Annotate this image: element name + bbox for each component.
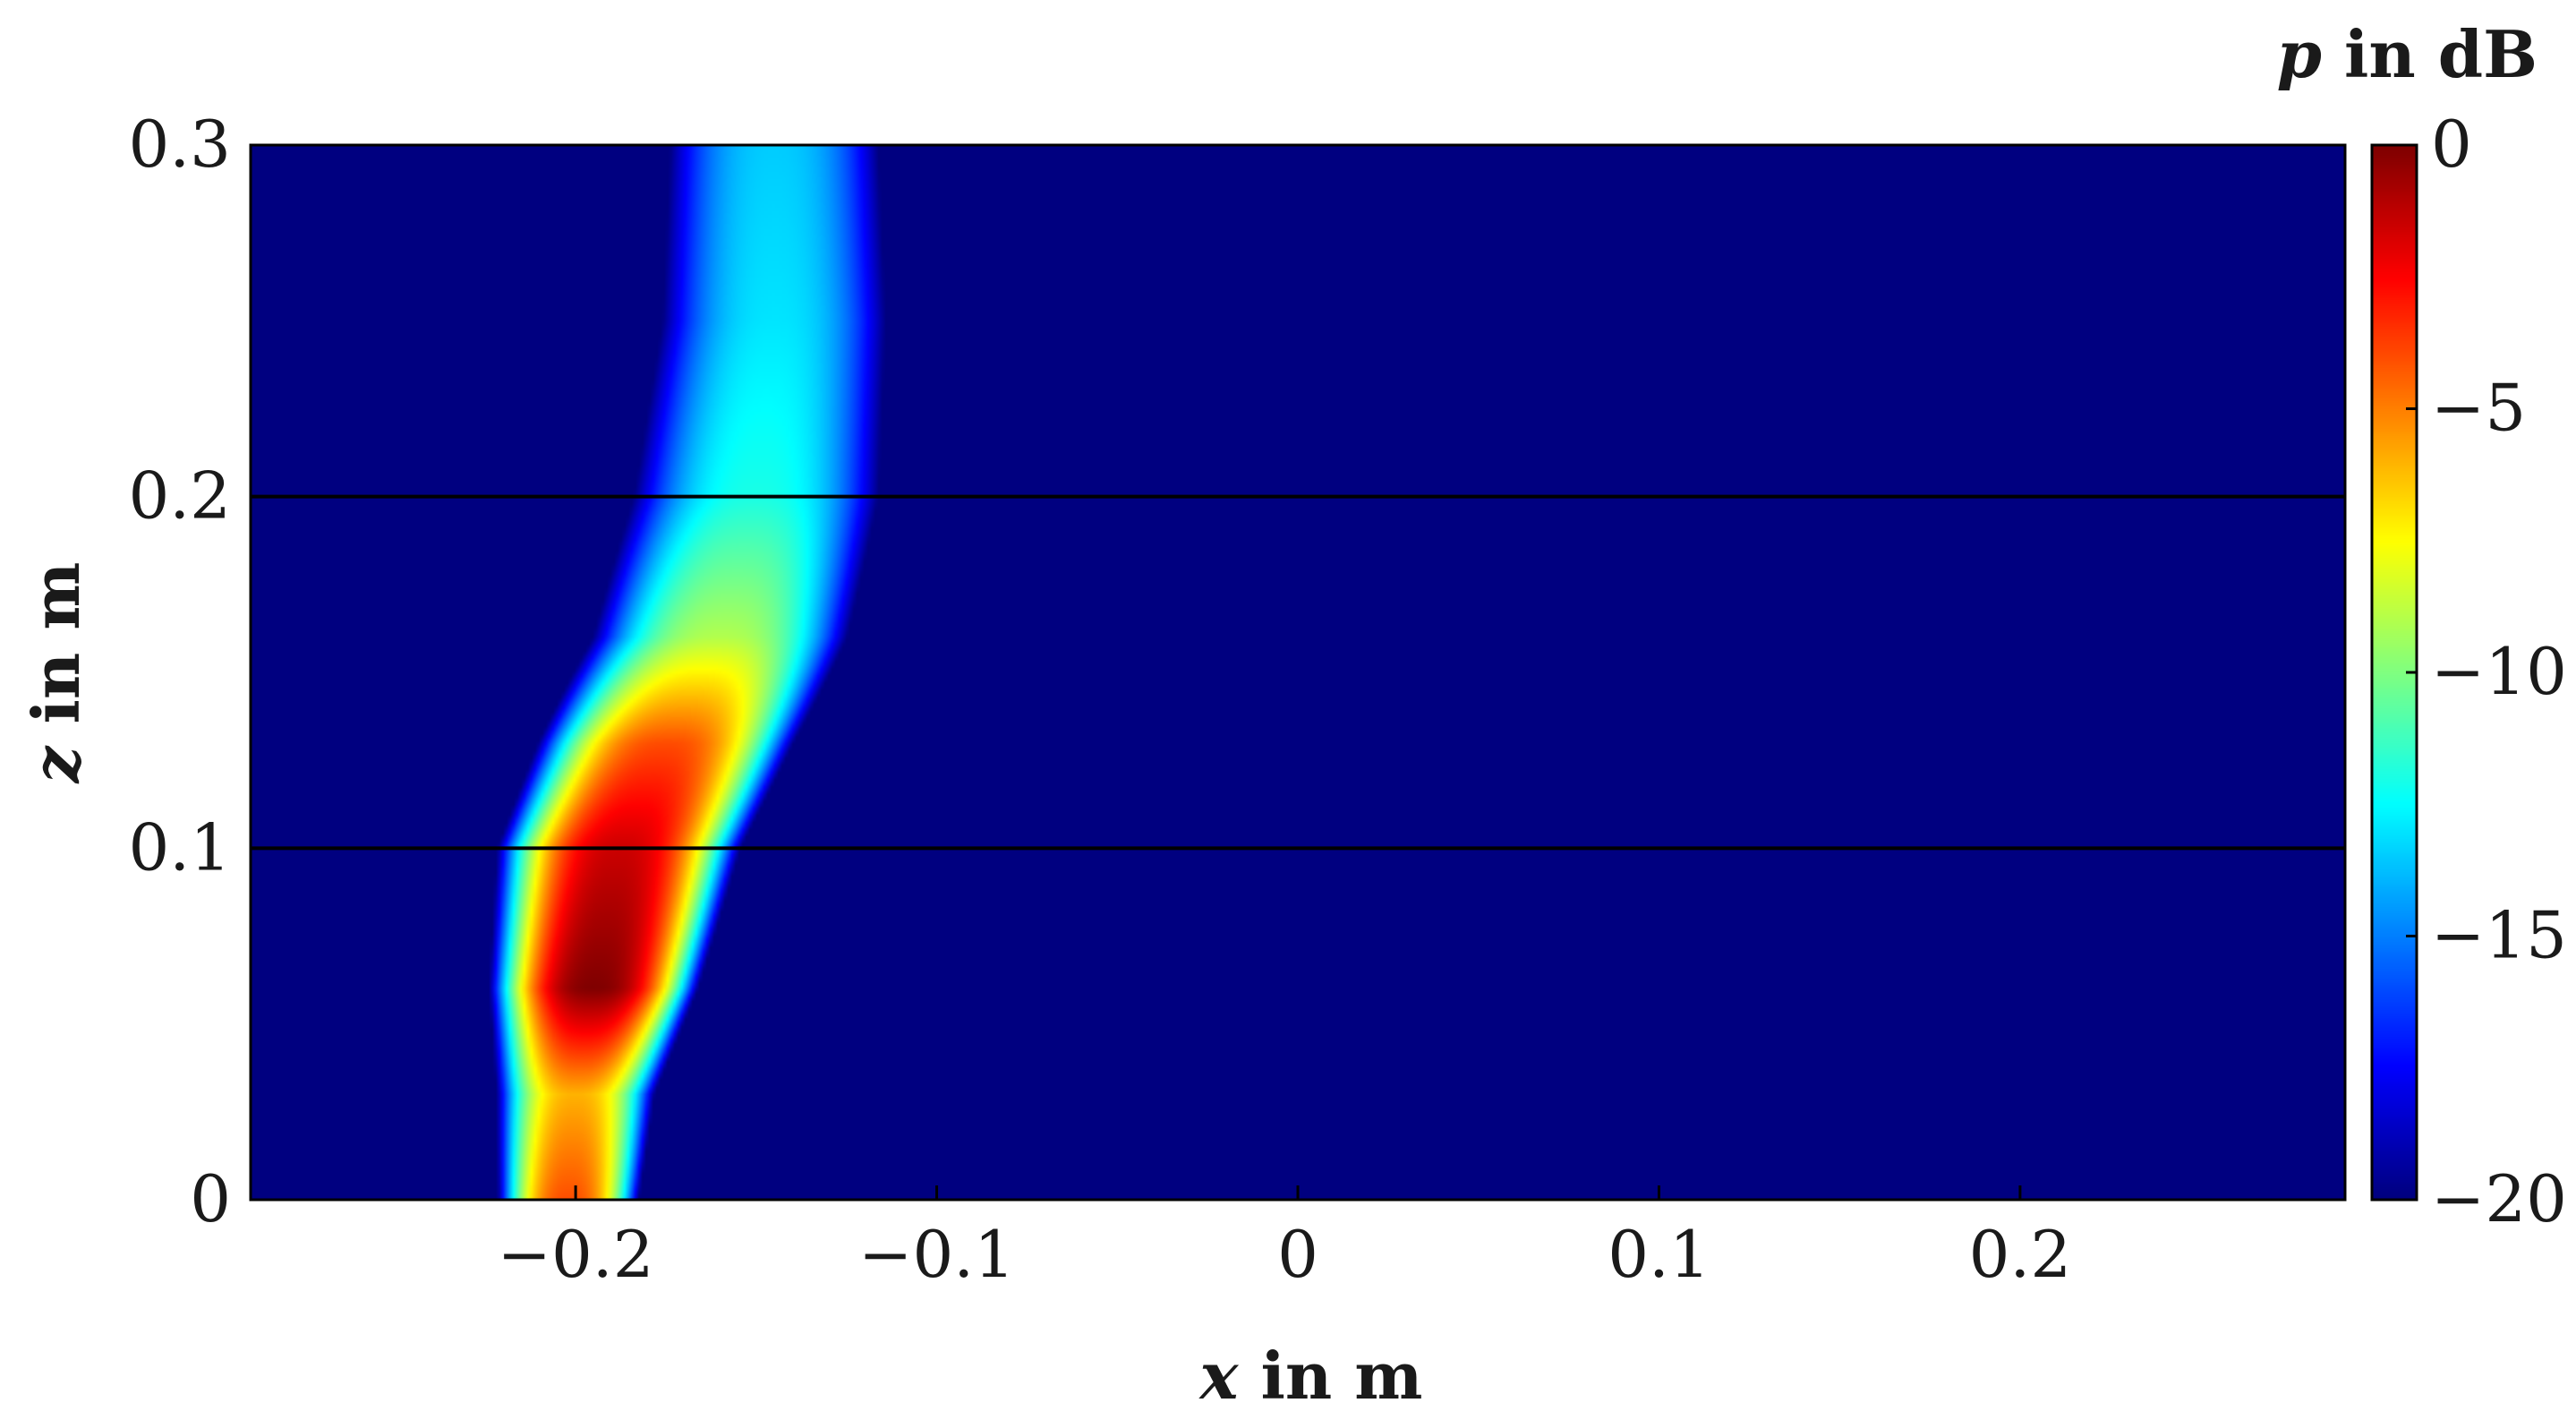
colorbar-tick-label: −20: [2431, 1161, 2567, 1236]
colorbar-label-symbol: p: [2277, 16, 2322, 92]
x-tick-label: −0.1: [858, 1217, 1015, 1292]
y-axis-label-symbol: z: [18, 744, 94, 784]
colorbar-tick-label: −15: [2431, 898, 2567, 973]
colorbar-tick-label: −10: [2431, 634, 2567, 709]
x-tick-label: −0.2: [498, 1217, 654, 1292]
colorbar-label: p in dB: [2277, 16, 2538, 92]
colorbar: 0 −5 −10 −15 −20: [2370, 107, 2567, 1236]
y-axis-label-unit: in m: [18, 562, 94, 747]
reference-lines: [251, 494, 2345, 851]
colorbar-tick-label: 0: [2431, 107, 2472, 182]
y-tick-label: 0: [190, 1161, 231, 1236]
y-tick-label: 0.2: [128, 458, 231, 534]
colorbar-label-unit: in dB: [2322, 16, 2538, 92]
colorbar-ticks: 0 −5 −10 −15 −20: [2406, 107, 2567, 1236]
y-axis-label: z in m: [18, 562, 94, 785]
plot-area: [249, 143, 2347, 1202]
x-axis-label-unit: in m: [1238, 1338, 1422, 1414]
x-tick-label: 0.1: [1608, 1217, 1710, 1292]
y-tick-label: 0.3: [128, 107, 231, 182]
colorbar-tick-label: −5: [2431, 371, 2526, 446]
heatmap-field: [251, 145, 2345, 1200]
x-axis-label: x in m: [1198, 1338, 1423, 1414]
x-axis-label-symbol: x: [1198, 1338, 1240, 1414]
x-tick-label: 0.2: [1969, 1217, 2072, 1292]
x-axis-ticks: −0.2 −0.1 0 0.1 0.2: [498, 1185, 2071, 1292]
x-tick-label: 0: [1277, 1217, 1318, 1292]
y-axis-ticks: 0 0.1 0.2 0.3: [128, 107, 265, 1236]
y-tick-label: 0.1: [128, 809, 231, 885]
